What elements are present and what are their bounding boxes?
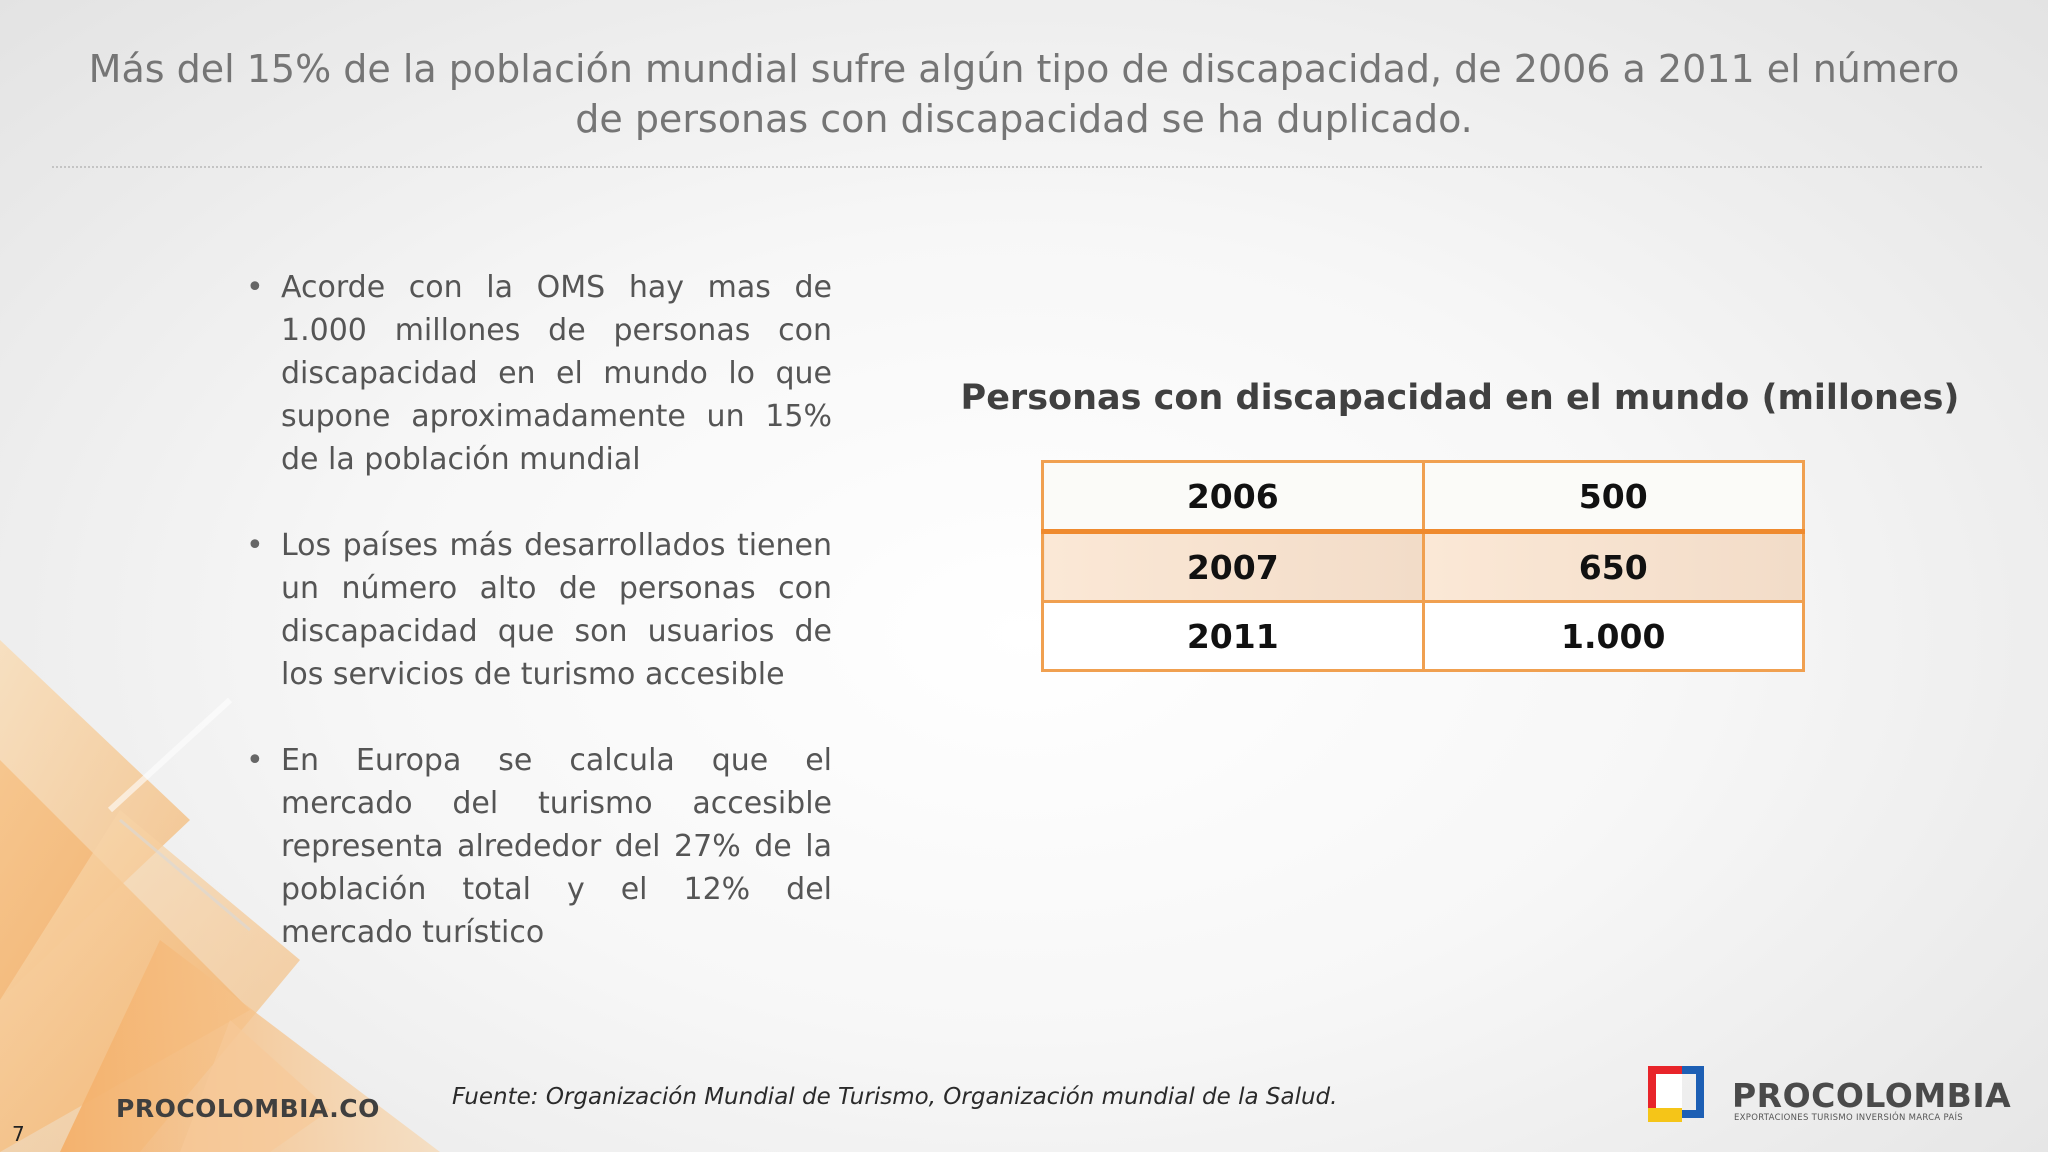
bullet-text: Acorde con la OMS hay mas de 1.000 millo…	[281, 270, 832, 477]
year-cell: 2011	[1041, 600, 1425, 672]
year-cell: 2006	[1041, 460, 1425, 534]
brand-tagline: EXPORTACIONES TURISMO INVERSIÓN MARCA PA…	[1734, 1113, 1963, 1123]
slide-title: Más del 15% de la población mundial sufr…	[88, 47, 1960, 141]
value-cell: 650	[1421, 530, 1805, 603]
bullet-dot-icon: •	[246, 270, 264, 305]
website-url[interactable]: PROCOLOMBIA.CO	[116, 1094, 380, 1123]
brand-name: PROCOLOMBIA	[1732, 1076, 2012, 1115]
bullet-item: • Los países más desarrollados tienen un …	[246, 524, 832, 696]
bullet-item: • En Europa se calcula que el mercado del…	[246, 739, 832, 954]
value-cell: 1.000	[1421, 600, 1805, 672]
source-citation: Fuente: Organización Mundial de Turismo,…	[452, 1084, 1338, 1110]
bullet-list: • Acorde con la OMS hay mas de 1.000 mill…	[246, 266, 832, 997]
table-row: 2007 650	[1041, 530, 1805, 603]
bullet-text: En Europa se calcula que el mercado del …	[281, 743, 832, 950]
diamond-shape-1	[0, 640, 190, 1000]
bullet-dot-icon: •	[246, 528, 264, 563]
diamond-shape-5	[180, 1020, 330, 1152]
value-cell: 500	[1421, 460, 1805, 534]
slide-number: 7	[12, 1122, 25, 1146]
bullet-text: Los países más desarrollados tienen un n…	[281, 528, 832, 692]
table-row: 2006 500	[1041, 460, 1805, 534]
procolombia-logo-icon	[1648, 1066, 1704, 1122]
bullet-item: • Acorde con la OMS hay mas de 1.000 mill…	[246, 266, 832, 481]
title-divider	[52, 166, 1982, 168]
table-row: 2011 1.000	[1041, 600, 1805, 672]
table-title: Personas con discapacidad en el mundo (m…	[960, 378, 1960, 418]
year-cell: 2007	[1041, 530, 1425, 603]
disability-table: 2006 500 2007 650 2011 1.000	[1041, 460, 1805, 672]
bullet-dot-icon: •	[246, 743, 264, 778]
